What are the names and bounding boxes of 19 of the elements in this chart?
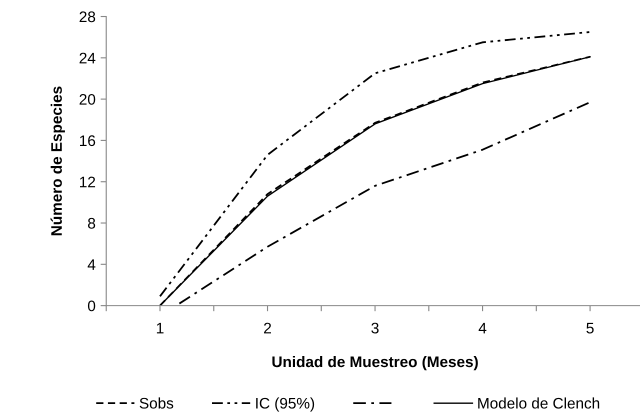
line-series — [178, 101, 591, 304]
y-tick-label: 16 — [80, 135, 96, 146]
legend-label: Sobs — [140, 397, 174, 409]
y-tick-label: 24 — [80, 52, 96, 64]
y-tick-label: 8 — [88, 218, 96, 229]
y-axis-title: Número de Especies — [50, 86, 65, 236]
x-tick-label: 4 — [478, 322, 486, 334]
x-tick-label: 1 — [156, 322, 164, 334]
y-tick-label: 4 — [88, 259, 96, 270]
x-axis-title: Unidad de Muestreo (Meses) — [272, 356, 478, 370]
x-tick-label: 3 — [371, 322, 379, 334]
x-tick-label: 2 — [264, 322, 271, 334]
y-tick-label: 12 — [80, 176, 96, 188]
legend-label: Modelo de Clench — [478, 397, 600, 409]
y-tick-label: 0 — [88, 300, 96, 312]
y-tick-label: 20 — [80, 94, 96, 105]
legend-label: IC (95%) — [256, 397, 314, 412]
y-tick-label: 28 — [80, 11, 96, 22]
x-tick-label: 5 — [586, 322, 594, 334]
